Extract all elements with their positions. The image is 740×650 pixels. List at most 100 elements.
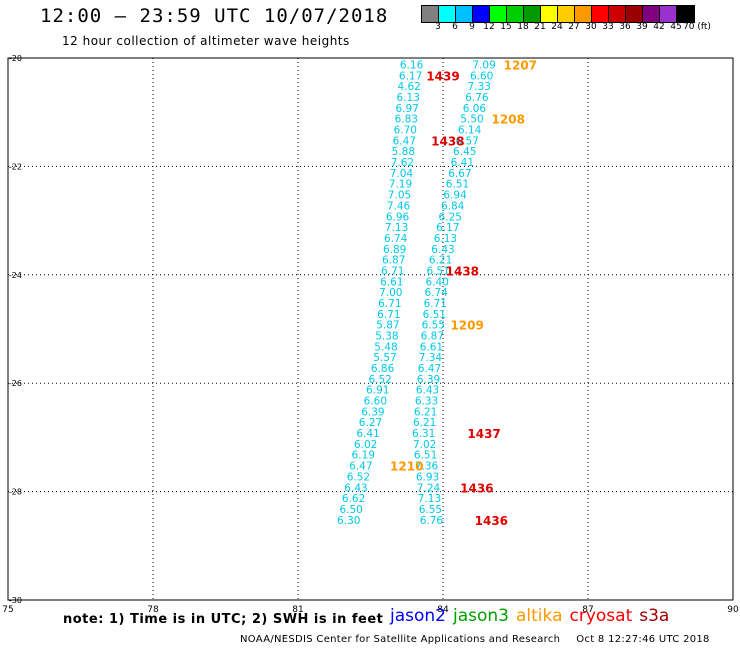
wave-height-label: 6.86: [371, 363, 395, 375]
wave-height-label: 6.47: [393, 135, 416, 147]
color-scale-labels: 3 6 9 12 15 18 21 24 27 30 33 36 39 42 45 70 (ft): [421, 22, 731, 34]
y-tick-label: -24: [9, 271, 22, 280]
wave-height-label: 6.60: [364, 396, 387, 408]
color-scale-swatch: [677, 6, 694, 22]
wave-height-label: 6.43: [344, 482, 367, 494]
wave-height-label: 6.61: [380, 276, 403, 288]
wave-height-label: 6.16: [400, 60, 424, 72]
y-tick-label: -20: [9, 54, 22, 63]
color-scale-label: 24: [551, 22, 563, 32]
color-scale-swatch: [575, 6, 592, 22]
color-scale-swatch: [660, 6, 677, 22]
wave-height-label: 6.47: [418, 363, 441, 375]
x-tick-label: 90: [727, 605, 739, 615]
wave-height-label: 4.62: [397, 81, 420, 93]
color-scale-swatch: [541, 6, 558, 22]
pass-time-label: 1209: [450, 319, 483, 333]
wave-height-label: 5.38: [375, 331, 398, 343]
color-scale-swatch: [507, 6, 524, 22]
color-scale-swatch: [456, 6, 473, 22]
color-scale-swatch: [609, 6, 626, 22]
y-tick-label: -26: [9, 379, 22, 388]
wave-height-label: 6.76: [465, 92, 489, 104]
wave-height-label: 6.70: [394, 125, 417, 137]
wave-height-label: 6.33: [415, 396, 438, 408]
wave-height-label: 7.46: [387, 200, 411, 212]
color-scale-swatch: [439, 6, 456, 22]
wave-height-label: 6.51: [426, 265, 449, 277]
footer: NOAA/NESDIS Center for Satellite Applica…: [240, 634, 710, 645]
wave-height-label: 6.19: [352, 450, 375, 462]
wave-height-label: 7.00: [379, 287, 402, 299]
chart-subtitle: 12 hour collection of altimeter wave hei…: [62, 34, 350, 48]
generation-timestamp: Oct 8 12:27:46 UTC 2018: [576, 634, 710, 645]
x-tick-label: 87: [582, 605, 593, 615]
color-scale-label: 21: [534, 22, 546, 32]
credit-text: NOAA/NESDIS Center for Satellite Applica…: [240, 634, 561, 645]
wave-height-label: 6.57: [455, 135, 478, 147]
wave-height-label: 6.71: [378, 298, 401, 310]
wave-height-label: 6.14: [458, 125, 482, 137]
wave-height-label: 6.51: [446, 179, 469, 191]
wave-height-label: 5.50: [460, 114, 483, 126]
wave-height-label: 6.62: [342, 493, 365, 505]
color-scale-label: 30: [585, 22, 597, 32]
legend-item-jason3: jason3: [453, 606, 509, 626]
color-scale-label: 12: [483, 22, 495, 32]
color-scale-label: 18: [517, 22, 529, 32]
wave-height-label: 6.40: [426, 276, 449, 288]
color-scale-label: 9: [469, 22, 475, 32]
wave-height-label: 6.43: [431, 244, 454, 256]
x-tick-label: 78: [147, 605, 159, 615]
pass-time-label: 1438: [431, 134, 464, 148]
legend-item-s3a: s3a: [639, 606, 670, 626]
color-scale-bar: [421, 5, 695, 23]
wave-height-label: 6.17: [399, 70, 422, 82]
wave-height-label: 6.74: [384, 233, 408, 245]
color-scale-swatch: [558, 6, 575, 22]
wave-height-label: 6.71: [377, 309, 400, 321]
wave-height-label: 6.47: [349, 461, 372, 473]
wave-height-label: 6.45: [453, 146, 476, 158]
pass-time-label: 1436: [460, 481, 493, 495]
wave-height-label: 6.51: [423, 309, 446, 321]
y-tick-label: -28: [9, 488, 22, 497]
wave-height-label: 7.04: [390, 168, 414, 180]
wave-height-label: 6.60: [470, 70, 493, 82]
wave-height-label: 5.87: [376, 320, 399, 332]
wave-height-label: 6.91: [366, 385, 389, 397]
wave-height-label: 6.87: [421, 331, 444, 343]
wave-height-label: 6.71: [424, 298, 447, 310]
pass-time-label: 1207: [504, 59, 537, 73]
chart-title: 12:00 — 23:59 UTC 10/07/2018: [40, 5, 389, 27]
color-scale-label: 6: [452, 22, 458, 32]
wave-height-label: 6.51: [414, 450, 437, 462]
wave-height-label: 6.17: [436, 222, 459, 234]
wave-height-label: 7.05: [388, 190, 411, 202]
wave-height-label: 6.55: [422, 320, 445, 332]
wave-height-label: 5.88: [392, 146, 415, 158]
color-scale-swatch: [422, 6, 439, 22]
legend-item-cryosat: cryosat: [569, 606, 633, 626]
wave-height-label: 6.93: [416, 471, 439, 483]
color-scale-swatch: [643, 6, 660, 22]
wave-height-label: 6.83: [395, 114, 418, 126]
wave-height-label: 7.33: [468, 81, 491, 93]
wave-height-label: 7.19: [389, 179, 412, 191]
wave-height-label: 6.84: [441, 200, 465, 212]
x-tick-label: 81: [292, 605, 303, 615]
wave-height-label: 7.36: [415, 461, 439, 473]
satellite-legend: jason2 jason3 altika cryosat s3a: [390, 606, 676, 626]
wave-height-label: 6.43: [416, 385, 439, 397]
x-tick-label: 75: [2, 605, 13, 615]
wave-height-label: 6.25: [439, 211, 462, 223]
wave-height-label: 6.30: [337, 515, 360, 527]
color-scale-label: 45: [670, 22, 682, 32]
wave-height-label: 6.39: [417, 374, 440, 386]
pass-time-label: 1208: [492, 113, 525, 127]
wave-height-label: 6.41: [451, 157, 474, 169]
wave-height-label: 6.52: [347, 471, 370, 483]
wave-height-label: 5.57: [373, 352, 396, 364]
wave-height-label: 6.71: [381, 265, 404, 277]
